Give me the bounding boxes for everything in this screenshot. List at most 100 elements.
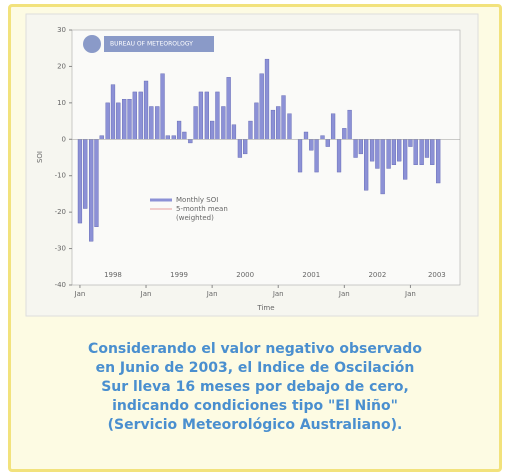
bar — [99, 135, 104, 140]
bar — [276, 106, 281, 140]
bar — [231, 124, 237, 140]
bar — [436, 139, 441, 184]
bar — [226, 77, 231, 140]
bar — [419, 139, 424, 165]
legend-label: (weighted) — [176, 214, 214, 222]
bar — [94, 139, 99, 227]
year-label: 2003 — [428, 271, 446, 279]
bar — [110, 84, 116, 140]
bar — [259, 73, 264, 140]
bar — [105, 102, 110, 140]
y-tick-label: 30 — [57, 26, 66, 34]
bar — [347, 109, 352, 140]
logo-text: BUREAU OF METEOROLOGY — [110, 41, 193, 48]
year-label: 1999 — [170, 271, 188, 279]
bar — [89, 139, 94, 242]
bar — [215, 91, 220, 140]
bar — [314, 139, 319, 173]
bar — [380, 139, 385, 195]
y-axis-label: SOI — [36, 151, 44, 163]
bar — [342, 128, 347, 140]
bar — [325, 139, 330, 147]
x-tick-label: Jan — [74, 290, 86, 298]
y-tick-label: -20 — [55, 208, 66, 216]
bar — [424, 139, 430, 158]
x-tick-label: Jan — [206, 290, 218, 298]
bar — [413, 139, 418, 165]
y-tick-label: 10 — [57, 99, 66, 107]
x-tick-label: Jan — [404, 290, 416, 298]
y-tick-label: -30 — [55, 245, 66, 253]
bar — [430, 139, 435, 165]
bar — [176, 120, 182, 140]
bar — [171, 135, 176, 140]
y-tick-label: -40 — [55, 281, 66, 289]
bar — [303, 131, 309, 140]
bar — [320, 135, 325, 140]
bar — [116, 102, 121, 140]
bar — [408, 139, 413, 147]
bar — [353, 139, 358, 158]
caption-line: indicando condiciones tipo "El Niño" — [112, 398, 398, 414]
bar — [375, 139, 380, 169]
x-tick-label: Jan — [272, 290, 284, 298]
bar — [270, 109, 276, 140]
bar — [165, 135, 170, 140]
bar — [149, 106, 154, 140]
year-label: 1998 — [104, 271, 122, 279]
bar — [188, 139, 193, 144]
bar — [77, 139, 83, 224]
bar — [287, 113, 292, 140]
bar — [204, 91, 209, 140]
year-label: 2002 — [368, 271, 386, 279]
bar — [358, 139, 363, 155]
bar — [403, 139, 408, 180]
x-tick-label: Jan — [338, 290, 350, 298]
bar — [210, 120, 215, 140]
caption-line: Considerando el valor negativo observado — [88, 341, 422, 357]
bar — [254, 102, 259, 140]
y-tick-label: -10 — [55, 172, 66, 180]
bar — [138, 91, 143, 140]
year-label: 2001 — [302, 271, 320, 279]
bar — [127, 99, 132, 140]
bar — [391, 139, 397, 165]
bar — [336, 139, 342, 173]
bar — [182, 131, 187, 140]
bar — [309, 139, 314, 151]
chart: BUREAU OF METEOROLOGY SOI Time -40 -30 -20… — [25, 13, 479, 317]
caption-line: Sur lleva 16 meses por debajo de cero, — [101, 379, 409, 395]
caption-line: en Junio de 2003, el Indice de Oscilació… — [95, 360, 415, 376]
x-tick-label: Jan — [140, 290, 152, 298]
bar — [132, 91, 137, 140]
bar — [248, 120, 253, 140]
bar — [237, 139, 243, 158]
bar — [264, 58, 270, 140]
bar — [364, 139, 369, 191]
bar — [330, 113, 336, 140]
bar — [297, 139, 303, 173]
x-axis-label: Time — [256, 304, 274, 312]
caption-line: (Servicio Meteorológico Australiano). — [107, 417, 403, 433]
logo-icon — [83, 35, 101, 53]
bar — [243, 139, 248, 155]
y-tick-label: 20 — [57, 62, 66, 70]
bar — [193, 106, 198, 140]
bar — [155, 106, 160, 140]
legend-label: Monthly SOI — [176, 196, 218, 204]
y-tick-label: 0 — [62, 135, 66, 143]
caption: Considerando el valor negativo observado… — [20, 340, 490, 435]
bar — [281, 95, 286, 140]
bar — [221, 106, 226, 140]
bar — [83, 139, 88, 209]
legend-label: 5-month mean — [176, 205, 228, 213]
bar — [397, 139, 402, 162]
year-label: 2000 — [236, 271, 254, 279]
bar — [122, 99, 127, 140]
bar — [198, 91, 204, 140]
logo-band — [104, 36, 214, 52]
bar — [369, 139, 375, 162]
bar — [160, 73, 165, 140]
bar — [143, 80, 149, 140]
bar — [386, 139, 391, 169]
